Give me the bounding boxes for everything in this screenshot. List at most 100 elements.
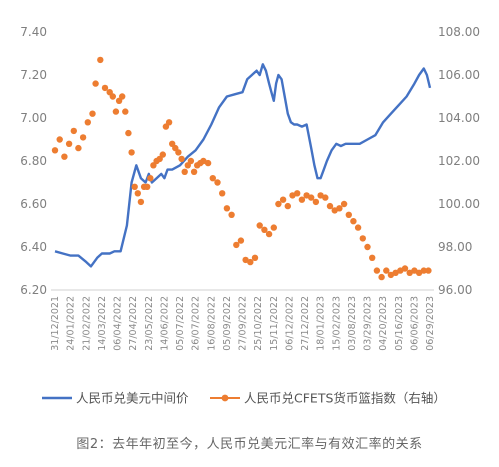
- series-point-cfets: [181, 168, 188, 175]
- x-tick-label: 06/06/2023: [409, 296, 420, 351]
- series-point-cfets: [112, 108, 120, 115]
- left-tick-label: 6.40: [20, 240, 47, 254]
- series-point-cfets: [125, 129, 132, 137]
- figure-caption: 图2：去年年初至今，人民币兑美元汇率与有效汇率的关系: [76, 437, 423, 452]
- series-point-cfets: [294, 190, 301, 197]
- legend-label-cfets: 人民币兑CFETS货币篮指数（右轴）: [244, 391, 446, 406]
- left-tick-label: 6.60: [20, 197, 47, 211]
- series-point-cfets: [122, 108, 129, 115]
- x-tick-label: 25/10/2022: [253, 296, 264, 351]
- series-point-cfets: [354, 224, 362, 231]
- x-tick-label: 24/01/2022: [66, 296, 77, 351]
- right-tick-label: 106.00: [438, 68, 480, 82]
- series-point-cfets: [131, 183, 138, 190]
- x-tick-label: 03/08/2023: [347, 296, 358, 351]
- series-point-cfets: [144, 183, 151, 190]
- x-tick-label: 05/09/2022: [222, 296, 233, 351]
- series-point-cfets: [137, 198, 145, 206]
- series-point-cfets: [119, 93, 126, 100]
- series-point-cfets: [364, 243, 371, 251]
- series-point-cfets: [373, 267, 381, 274]
- legend-swatch-cfets-dot: [221, 394, 229, 402]
- series-point-cfets: [79, 134, 87, 141]
- right-axis: 96.00 98.00 100.00 102.00 104.00 106.00 108.00: [438, 25, 480, 297]
- series-point-cfets: [350, 218, 357, 225]
- series-point-cfets: [312, 198, 320, 206]
- series-point-cfets: [425, 267, 432, 274]
- left-tick-label: 7.40: [20, 25, 47, 39]
- x-tick-label: 05/16/2023: [394, 296, 405, 351]
- series-point-cfets: [275, 200, 282, 208]
- x-tick-label: 04/20/2023: [378, 296, 389, 351]
- series-point-cfets: [336, 205, 343, 212]
- series-line-usd-cny: [54, 63, 432, 268]
- x-tick-label: 21/02/2022: [81, 296, 92, 351]
- series-point-cfets: [322, 194, 329, 201]
- series-point-cfets: [265, 230, 273, 238]
- x-tick-label: 15/02/2023: [331, 296, 342, 351]
- series-point-cfets: [128, 149, 135, 156]
- series-point-cfets: [101, 84, 109, 92]
- x-tick-label: 06/12/2022: [284, 296, 295, 351]
- x-tick-label: 16/08/2022: [206, 296, 217, 351]
- series-point-cfets: [219, 190, 226, 197]
- legend-label-usd-cny: 人民币兑美元中间价: [76, 391, 189, 406]
- x-tick-label: 27/04/2022: [128, 296, 139, 351]
- right-tick-label: 96.00: [438, 283, 472, 297]
- right-tick-label: 98.00: [438, 240, 472, 254]
- series-point-cfets: [159, 151, 166, 158]
- left-tick-label: 6.20: [20, 283, 47, 297]
- series-point-cfets: [223, 205, 231, 212]
- series-point-cfets: [359, 235, 366, 242]
- series-point-cfets: [270, 224, 277, 231]
- series-point-cfets: [247, 258, 254, 266]
- right-tick-label: 100.00: [438, 197, 480, 211]
- series-point-cfets: [233, 241, 240, 249]
- series-point-cfets: [70, 127, 78, 135]
- series-point-cfets: [237, 237, 245, 244]
- legend: 人民币兑美元中间价 人民币兑CFETS货币篮指数（右轴）: [42, 391, 446, 406]
- x-tick-label: 23/05/2022: [144, 296, 155, 351]
- right-tick-label: 104.00: [438, 111, 480, 125]
- left-tick-label: 7.00: [20, 111, 47, 125]
- x-tick-label: 14/03/2022: [97, 296, 108, 351]
- series-point-cfets: [420, 267, 427, 274]
- x-tick-label: 26/07/2022: [191, 296, 202, 351]
- series-point-cfets: [109, 93, 117, 100]
- x-tick-label: 27/12/2022: [300, 296, 311, 351]
- series-point-cfets: [84, 119, 92, 126]
- left-axis: 6.20 6.40 6.60 6.80 7.00 7.20 7.40: [20, 25, 47, 297]
- x-tick-label: 05/07/2022: [175, 296, 186, 351]
- series-point-cfets: [251, 254, 259, 261]
- series-point-cfets: [256, 222, 263, 229]
- series-point-cfets: [187, 157, 195, 165]
- right-tick-label: 102.00: [438, 154, 480, 168]
- x-tick-label: 03/29/2023: [363, 296, 374, 351]
- plot-area: [51, 56, 432, 281]
- series-point-cfets: [228, 211, 235, 218]
- right-tick-label: 108.00: [438, 25, 480, 39]
- series-point-cfets: [56, 136, 63, 143]
- x-tick-label: 14/06/2022: [159, 296, 170, 351]
- series-point-cfets: [401, 265, 409, 272]
- series-point-cfets: [279, 196, 287, 203]
- series-point-cfets: [92, 80, 99, 87]
- series-point-cfets: [51, 147, 59, 154]
- series-point-cfets: [298, 196, 306, 203]
- x-tick-label: 31/12/2021: [50, 296, 61, 351]
- series-point-cfets: [204, 159, 212, 167]
- left-tick-label: 6.80: [20, 154, 47, 168]
- series-point-cfets: [175, 149, 182, 156]
- series-point-cfets: [369, 254, 376, 261]
- series-point-cfets: [326, 202, 334, 210]
- x-tick-label: 18/01/2023: [316, 296, 327, 351]
- x-tick-label: 06/04/2022: [113, 296, 124, 351]
- series-point-cfets: [209, 175, 216, 182]
- x-tick-label: 27/09/2022: [238, 296, 249, 351]
- series-point-cfets: [134, 190, 141, 197]
- x-axis: 31/12/2021 24/01/2022 21/02/2022 14/03/2022…: [50, 296, 436, 351]
- series-point-cfets: [308, 194, 315, 201]
- series-point-cfets: [345, 211, 352, 218]
- x-tick-label: 06/29/2023: [425, 296, 436, 351]
